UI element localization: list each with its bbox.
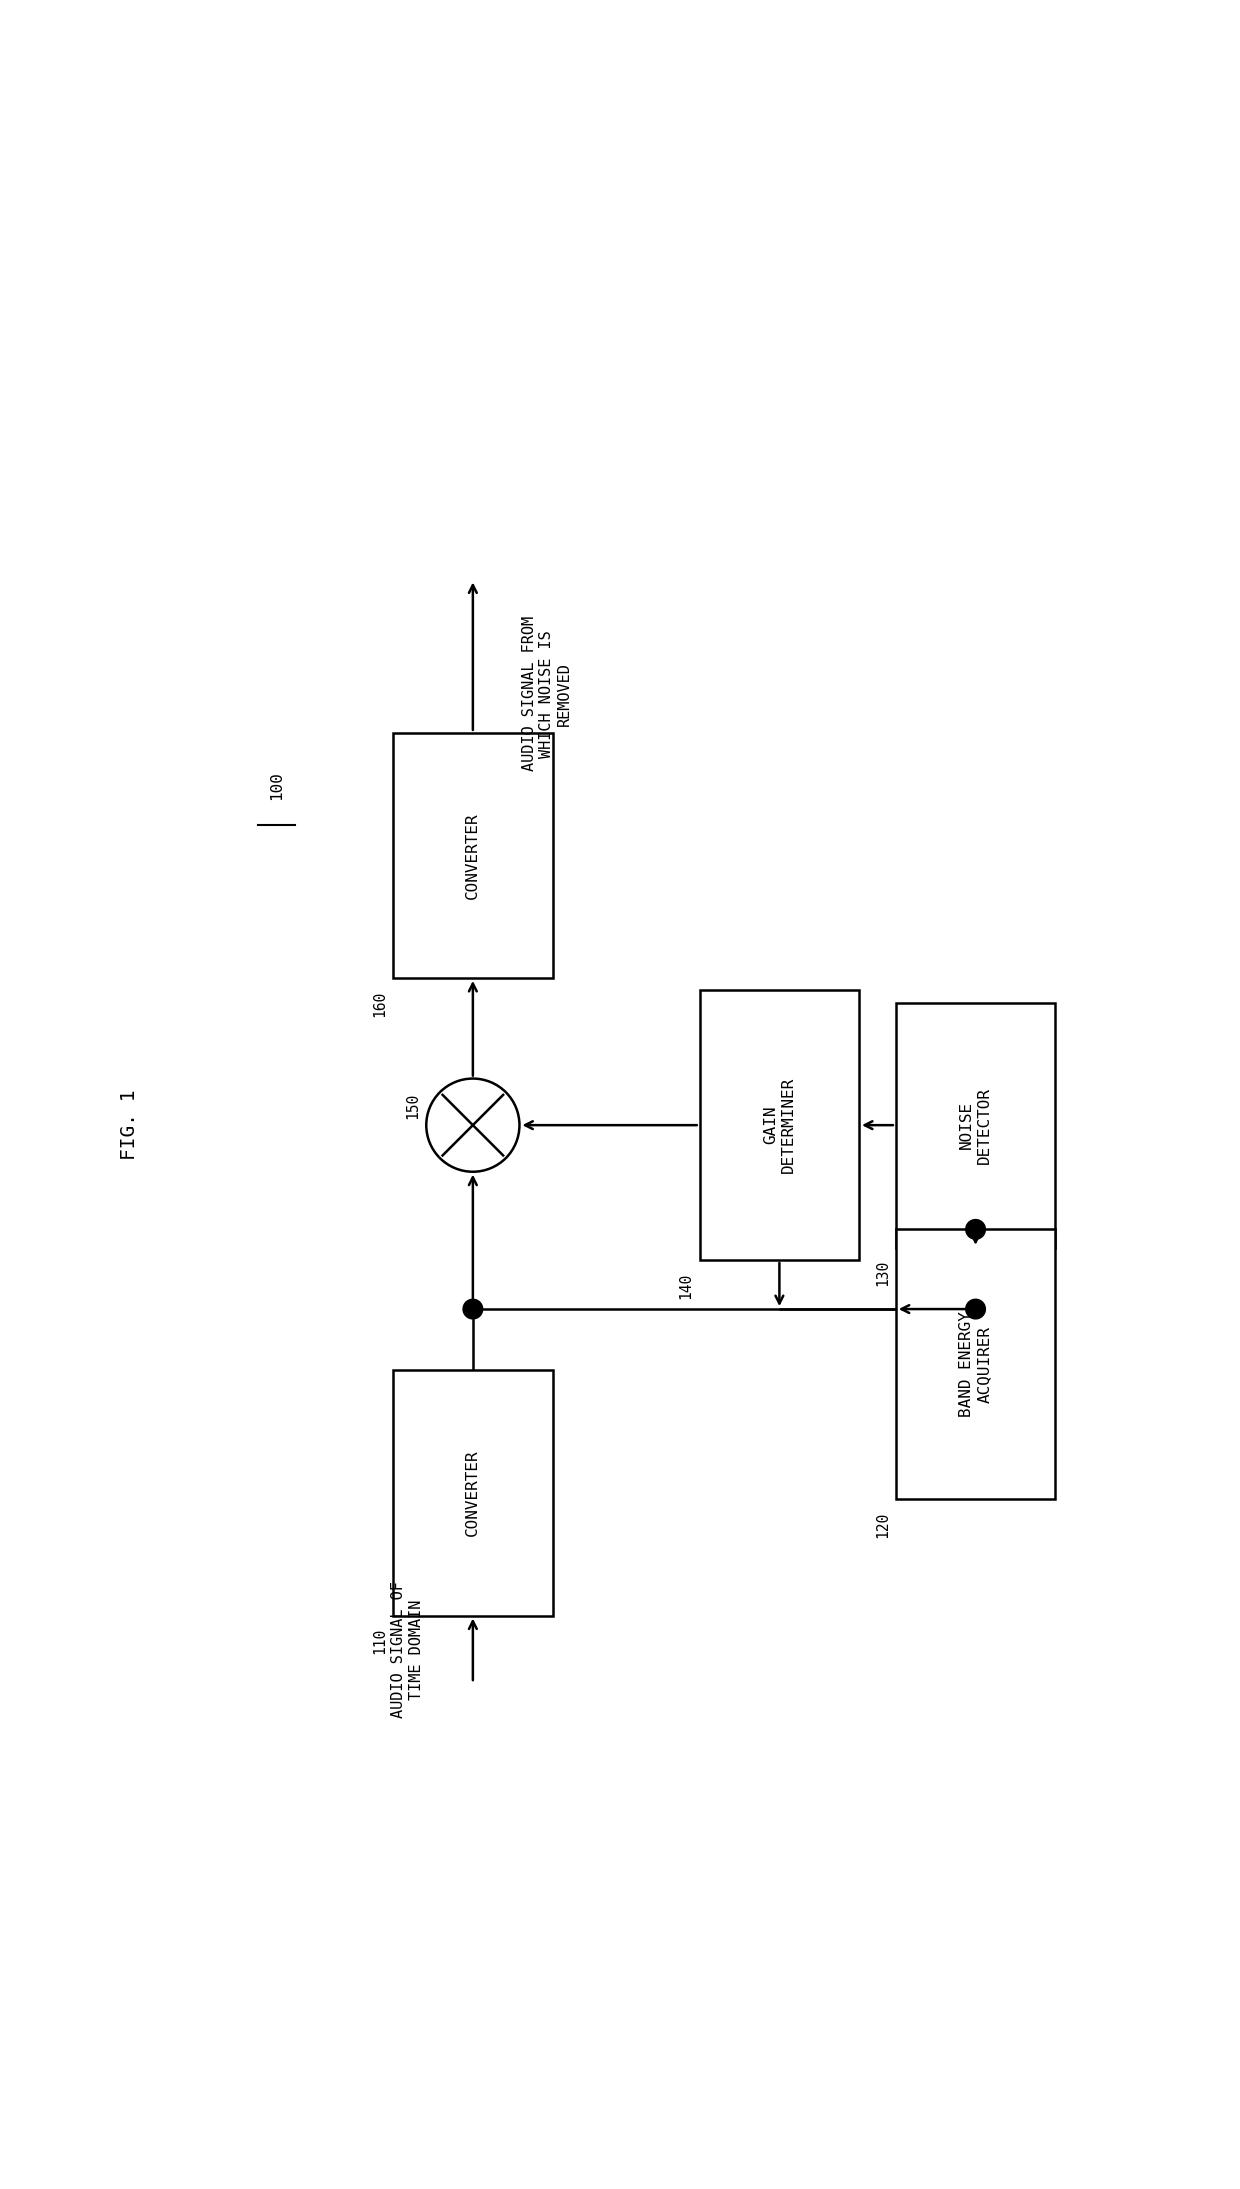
Circle shape [463,1300,482,1320]
Text: AUDIO SIGNAL FROM
WHICH NOISE IS
REMOVED: AUDIO SIGNAL FROM WHICH NOISE IS REMOVED [522,617,572,771]
Circle shape [966,1300,986,1320]
Text: 110: 110 [372,1629,387,1655]
Text: NOISE
DETECTOR: NOISE DETECTOR [960,1086,992,1165]
Text: CONVERTER: CONVERTER [465,812,480,900]
Bar [699,989,859,1261]
Bar [393,1370,553,1615]
Text: 160: 160 [372,989,387,1016]
Text: 140: 140 [678,1272,693,1298]
Text: FIG. 1: FIG. 1 [120,1090,139,1160]
Bar [393,733,553,978]
Bar [895,1003,1055,1248]
Text: GAIN
DETERMINER: GAIN DETERMINER [763,1077,796,1173]
Text: BAND ENERGY
ACQUIRER: BAND ENERGY ACQUIRER [960,1311,992,1416]
Text: AUDIO SIGNAL OF
TIME DOMAIN: AUDIO SIGNAL OF TIME DOMAIN [392,1580,424,1718]
Text: CONVERTER: CONVERTER [465,1449,480,1537]
Text: 100: 100 [269,771,284,801]
Bar [895,1230,1055,1499]
Text: 130: 130 [874,1261,890,1287]
Circle shape [427,1079,520,1171]
Circle shape [966,1219,986,1239]
Text: 120: 120 [874,1510,890,1537]
Text: 150: 150 [405,1092,420,1119]
